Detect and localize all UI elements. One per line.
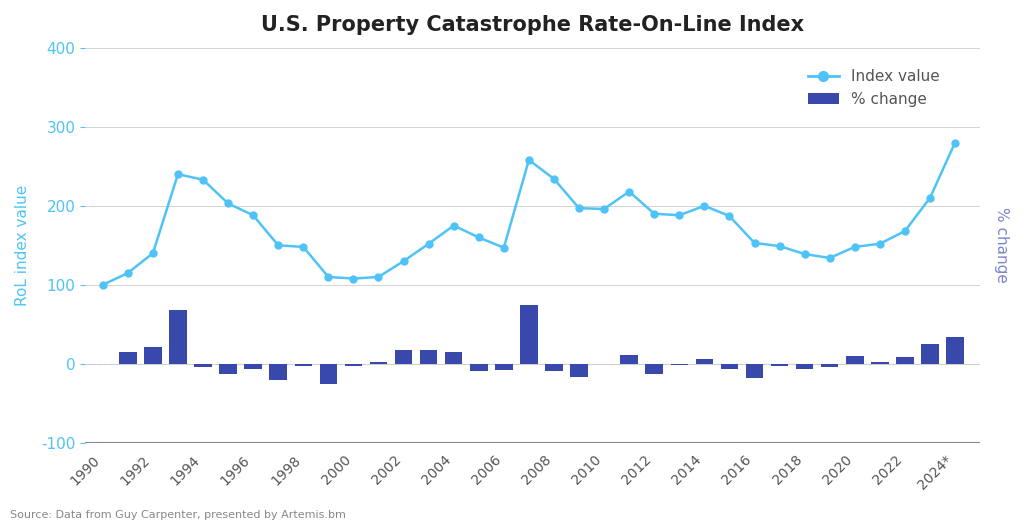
Bar [520, 304, 538, 364]
Y-axis label: RoL index value: RoL index value [15, 185, 30, 306]
Bar [771, 364, 788, 366]
Bar [420, 350, 437, 364]
Bar [545, 364, 563, 371]
Bar [345, 364, 362, 366]
Bar [745, 364, 763, 378]
Title: U.S. Property Catastrophe Rate-On-Line Index: U.S. Property Catastrophe Rate-On-Line I… [261, 15, 804, 35]
Bar [570, 364, 588, 377]
Bar [319, 364, 337, 384]
Bar [796, 364, 813, 369]
Bar [295, 364, 312, 366]
Bar [645, 364, 663, 374]
Text: Source: Data from Guy Carpenter, presented by Artemis.bm: Source: Data from Guy Carpenter, present… [10, 510, 346, 520]
Bar [219, 364, 237, 374]
Bar [721, 364, 738, 369]
Bar [495, 364, 513, 370]
Bar [444, 352, 463, 364]
Bar [395, 350, 413, 364]
Bar [370, 362, 387, 364]
Bar [621, 355, 638, 364]
Bar [269, 364, 287, 380]
Bar [896, 357, 913, 364]
Bar [144, 347, 162, 364]
Bar [119, 352, 136, 364]
Bar [169, 310, 186, 364]
Bar [470, 364, 487, 371]
Bar [946, 337, 964, 364]
Bar [671, 364, 688, 365]
Bar [871, 361, 889, 364]
Bar [821, 364, 839, 367]
Bar [922, 344, 939, 364]
Bar [846, 356, 863, 364]
Bar [245, 364, 262, 369]
Y-axis label: % change: % change [994, 208, 1009, 283]
Bar [695, 359, 713, 364]
Legend: Index value, % change: Index value, % change [802, 63, 945, 113]
Bar [195, 364, 212, 367]
